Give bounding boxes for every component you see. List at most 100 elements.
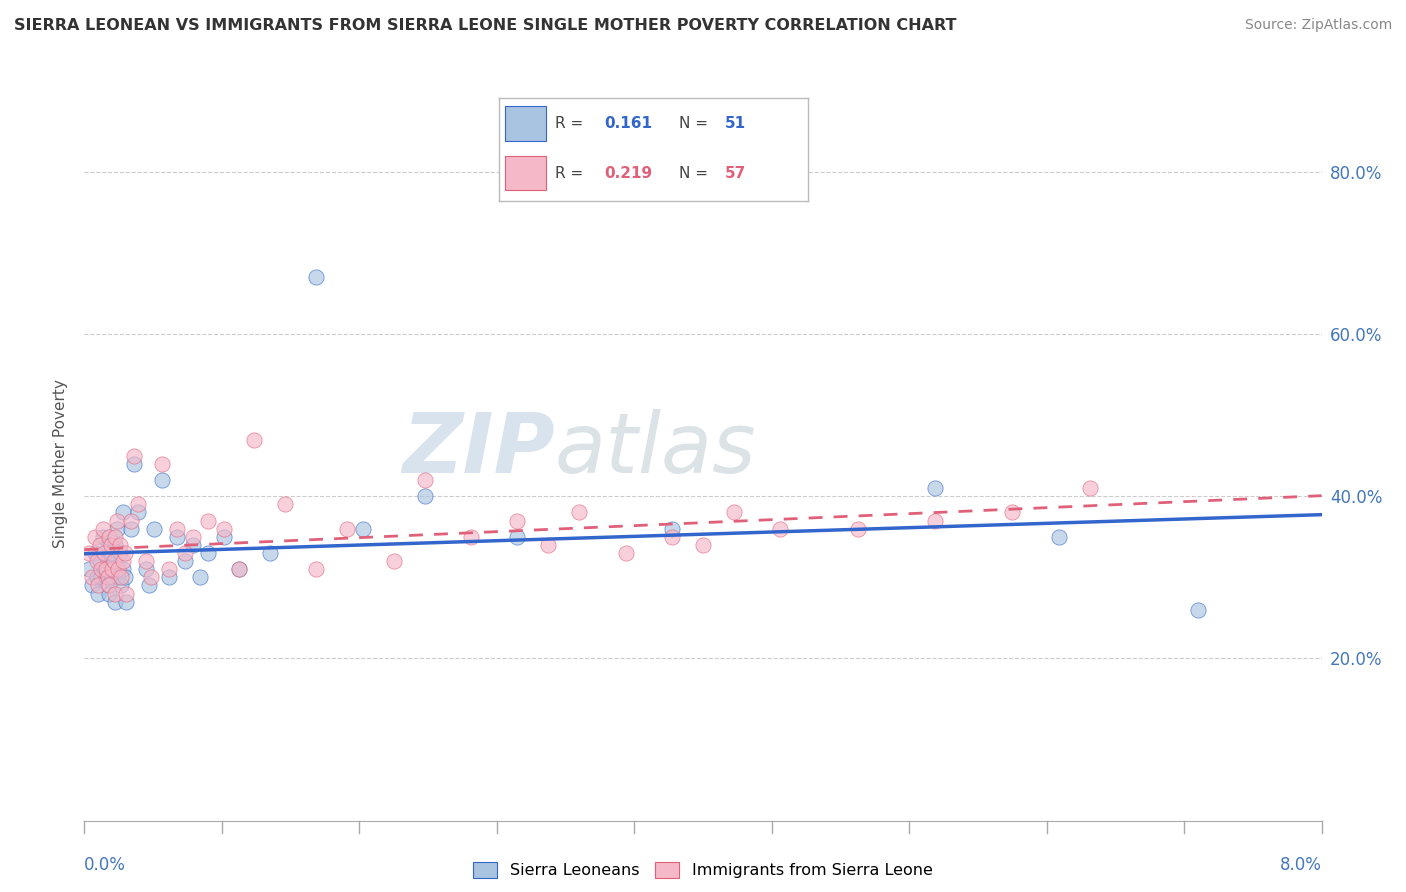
Text: 0.219: 0.219 <box>605 166 652 180</box>
Point <box>82 578 104 592</box>
Point <box>87 578 110 592</box>
Point <box>197 546 219 560</box>
Point <box>769 522 792 536</box>
Point <box>135 562 157 576</box>
Point <box>112 562 135 576</box>
Point <box>110 570 132 584</box>
Point <box>108 538 131 552</box>
Text: N =: N = <box>679 166 713 180</box>
Bar <box>505 106 546 141</box>
Point <box>846 522 869 536</box>
Point <box>98 578 121 592</box>
Point <box>107 562 129 576</box>
Point <box>661 530 683 544</box>
Point <box>103 554 125 568</box>
Point <box>150 473 173 487</box>
Point <box>105 514 128 528</box>
Point <box>661 522 683 536</box>
Point <box>924 514 946 528</box>
Point <box>77 546 100 560</box>
Point <box>259 546 281 560</box>
Point <box>537 538 560 552</box>
Point <box>139 570 162 584</box>
Text: 57: 57 <box>725 166 747 180</box>
Point <box>212 530 235 544</box>
Point <box>104 538 127 552</box>
Point <box>94 570 117 584</box>
Point <box>305 562 328 576</box>
Point <box>122 449 145 463</box>
Point <box>197 514 219 528</box>
Point <box>110 578 132 592</box>
Legend: Sierra Leoneans, Immigrants from Sierra Leone: Sierra Leoneans, Immigrants from Sierra … <box>467 856 939 885</box>
Text: SIERRA LEONEAN VS IMMIGRANTS FROM SIERRA LEONE SINGLE MOTHER POVERTY CORRELATION: SIERRA LEONEAN VS IMMIGRANTS FROM SIERRA… <box>14 18 956 33</box>
Point <box>94 562 117 576</box>
Point <box>212 522 235 536</box>
Point <box>87 586 110 600</box>
Point <box>506 530 529 544</box>
Bar <box>505 155 546 190</box>
Y-axis label: Single Mother Poverty: Single Mother Poverty <box>53 379 69 549</box>
Point <box>135 554 157 568</box>
Point <box>413 473 436 487</box>
Point <box>90 562 112 576</box>
Text: atlas: atlas <box>554 409 756 490</box>
Point <box>93 562 115 576</box>
Point <box>107 570 129 584</box>
Point <box>89 538 111 552</box>
Point <box>114 570 136 584</box>
Point <box>104 586 127 600</box>
Point <box>89 554 111 568</box>
Point <box>96 554 120 568</box>
Point <box>181 530 204 544</box>
Point <box>104 595 127 609</box>
Point <box>924 481 946 495</box>
Text: N =: N = <box>679 116 713 131</box>
Point <box>91 522 114 536</box>
Point <box>692 538 714 552</box>
Point <box>181 538 204 552</box>
Point <box>98 538 121 552</box>
Point <box>506 514 529 528</box>
Point <box>100 538 122 552</box>
Point <box>96 570 120 584</box>
Point <box>90 570 112 584</box>
Point <box>114 546 136 560</box>
Point <box>1187 603 1209 617</box>
Point <box>1047 530 1070 544</box>
Text: R =: R = <box>555 116 588 131</box>
Point <box>101 562 124 576</box>
Point <box>188 570 212 584</box>
Point <box>138 578 160 592</box>
Point <box>77 562 100 576</box>
Point <box>100 546 122 560</box>
Point <box>336 522 359 536</box>
Point <box>98 530 121 544</box>
Point <box>159 562 180 576</box>
Point <box>112 506 135 520</box>
Text: 0.161: 0.161 <box>605 116 652 131</box>
Point <box>460 530 482 544</box>
Point <box>143 522 166 536</box>
Point <box>1078 481 1101 495</box>
Point <box>108 546 131 560</box>
Point <box>166 522 188 536</box>
Point <box>228 562 250 576</box>
Point <box>84 546 107 560</box>
Point <box>115 595 138 609</box>
Point <box>128 497 150 511</box>
Text: 8.0%: 8.0% <box>1279 856 1322 874</box>
Point <box>96 578 120 592</box>
Point <box>128 506 150 520</box>
Point <box>305 270 328 285</box>
Point <box>243 433 266 447</box>
Point <box>174 554 197 568</box>
Point <box>120 514 142 528</box>
Point <box>228 562 250 576</box>
Text: 51: 51 <box>725 116 747 131</box>
Point <box>93 546 115 560</box>
Point <box>352 522 374 536</box>
Point <box>174 546 197 560</box>
Point <box>614 546 637 560</box>
Point <box>86 554 108 568</box>
